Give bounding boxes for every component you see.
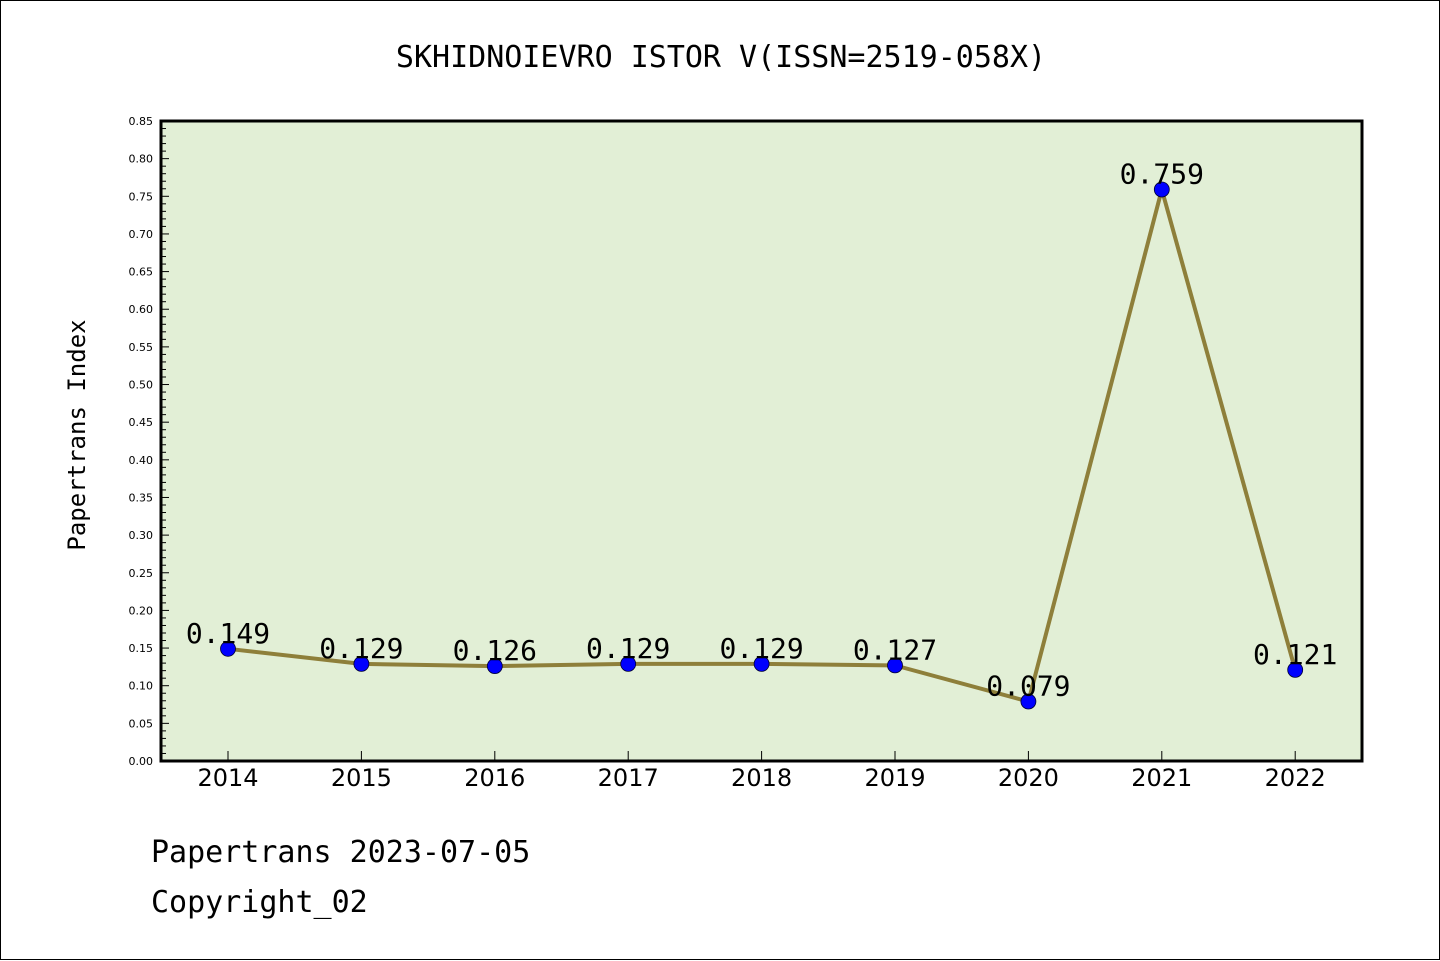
data-point [486, 658, 503, 675]
plot-area [161, 121, 1362, 761]
y-tick-label: 0.45 [129, 416, 154, 429]
y-axis-label: Papertrans Index [63, 319, 91, 550]
data-label: 0.121 [1253, 638, 1337, 671]
data-label: 0.129 [586, 632, 670, 665]
y-tick-label: 0.30 [129, 529, 154, 542]
series-layer [220, 181, 1304, 710]
y-axis-ticks: 0.00 0.05 0.10 0.15 0.20 0.25 0.30 0.35 0.40 0.45… [129, 115, 1326, 792]
data-label: 0.149 [186, 617, 270, 650]
data-point [887, 657, 903, 674]
y-tick-label: 0.65 [129, 266, 154, 279]
y-tick-label: 0.55 [129, 341, 154, 354]
data-label: 0.129 [319, 632, 403, 665]
x-tick-label: 2019 [864, 764, 925, 792]
x-tick-label: 2022 [1265, 764, 1326, 792]
data-point [1020, 693, 1037, 710]
data-point [753, 655, 770, 672]
x-tick-label: 2017 [598, 764, 659, 792]
y-tick-label: 0.40 [129, 454, 154, 467]
x-tick-label: 2014 [197, 764, 258, 792]
plot-border [159, 119, 1364, 763]
data-point [620, 655, 637, 672]
footer-date: Papertrans 2023-07-05 [151, 835, 531, 870]
y-tick-label: 0.00 [129, 755, 154, 768]
data-point [353, 655, 370, 672]
y-tick-label: 0.05 [129, 717, 154, 730]
y-tick-label: 0.35 [129, 491, 154, 504]
data-labels: 0.149 0.129 0.126 0.129 0.129 0.127 0.079 0.759… [186, 158, 1337, 703]
y-tick-label: 0.15 [129, 642, 154, 655]
x-tick-label: 2021 [1131, 764, 1192, 792]
data-point [1153, 181, 1170, 198]
y-tick-label: 0.60 [129, 303, 154, 316]
y-tick-label: 0.50 [129, 379, 154, 392]
x-tick-label: 2016 [464, 764, 525, 792]
y-tick-label: 0.75 [129, 190, 154, 203]
x-tick-label: 2020 [998, 764, 1059, 792]
data-label: 0.079 [986, 670, 1070, 703]
chart-title: SKHIDNOIEVRO ISTOR V(ISSN=2519-058X) [396, 40, 1046, 75]
y-tick-label: 0.25 [129, 567, 154, 580]
data-label: 0.759 [1120, 158, 1204, 191]
x-tick-label: 2018 [731, 764, 792, 792]
data-label: 0.126 [453, 634, 537, 667]
data-point [1287, 661, 1304, 678]
y-tick-label: 0.85 [129, 115, 154, 128]
footer-copyright: Copyright_02 [151, 885, 368, 920]
y-tick-label: 0.20 [129, 604, 154, 617]
data-label: 0.129 [719, 632, 803, 665]
data-point [220, 640, 236, 657]
y-tick-label: 0.70 [129, 228, 154, 241]
x-tick-label: 2015 [331, 764, 392, 792]
y-tick-label: 0.80 [129, 153, 154, 166]
y-tick-label: 0.10 [129, 680, 154, 693]
data-label: 0.127 [853, 633, 937, 666]
